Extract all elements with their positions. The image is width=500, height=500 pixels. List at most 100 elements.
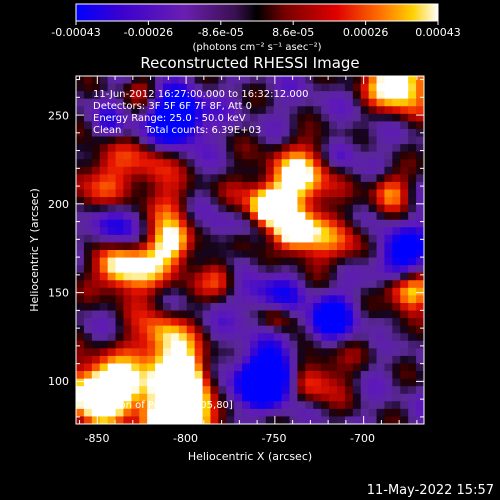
heatmap-cell	[273, 204, 283, 213]
heatmap-cell	[139, 197, 148, 206]
heatmap-cell	[178, 219, 188, 228]
heatmap-cell	[99, 363, 109, 372]
heatmap-cell	[337, 121, 346, 130]
heatmap-cell	[400, 401, 409, 410]
heatmap-cell	[155, 340, 164, 349]
heatmap-cell	[178, 386, 188, 395]
heatmap-cell	[194, 408, 204, 418]
heatmap-cell	[384, 287, 393, 296]
heatmap-cell	[155, 333, 164, 342]
heatmap-cell	[281, 295, 291, 304]
heatmap-cell	[281, 416, 291, 424]
heatmap-cell	[352, 212, 362, 221]
heatmap-cell	[392, 204, 401, 213]
heatmap-cell	[408, 242, 417, 251]
heatmap-cell	[250, 91, 259, 100]
heatmap-cell	[170, 197, 180, 206]
heatmap-cell	[194, 250, 204, 259]
heatmap-cell	[83, 340, 93, 349]
heatmap-cell	[91, 355, 101, 365]
heatmap-cell	[76, 204, 85, 213]
heatmap-cell	[178, 280, 188, 289]
heatmap-cell	[384, 197, 393, 206]
heatmap-cell	[265, 189, 275, 198]
heatmap-cell	[107, 348, 117, 357]
heatmap-cell	[376, 250, 386, 259]
heatmap-cell	[123, 234, 132, 244]
heatmap-cell	[368, 189, 378, 198]
heatmap-cell	[344, 287, 354, 296]
heatmap-cell	[218, 91, 227, 100]
heatmap-cell	[297, 242, 306, 251]
heatmap-cell	[99, 340, 109, 349]
heatmap-cell	[218, 302, 227, 312]
heatmap-cell	[155, 280, 164, 289]
heatmap-cell	[384, 166, 393, 175]
heatmap-cell	[91, 136, 101, 145]
heatmap-cell	[218, 371, 227, 380]
heatmap-cell	[210, 106, 219, 115]
heatmap-cell	[384, 355, 393, 365]
heatmap-cell	[115, 295, 125, 304]
heatmap-cell	[250, 378, 259, 387]
heatmap-cell	[210, 325, 219, 334]
heatmap-cell	[186, 318, 196, 327]
heatmap-cell	[337, 234, 346, 244]
heatmap-cell	[257, 121, 267, 130]
heatmap-cell	[242, 166, 251, 175]
heatmap-cell	[329, 128, 338, 138]
heatmap-cell	[289, 295, 299, 304]
heatmap-cell	[313, 189, 322, 198]
heatmap-cell	[226, 136, 235, 145]
heatmap-cell	[163, 98, 172, 107]
heatmap-cell	[313, 340, 322, 349]
heatmap-cell	[194, 113, 204, 122]
heatmap-cell	[250, 181, 259, 191]
heatmap-cell	[91, 234, 101, 244]
heatmap-cell	[131, 181, 140, 191]
heatmap-cell	[226, 121, 235, 130]
heatmap-cell	[273, 310, 283, 319]
heatmap-cell	[344, 371, 354, 380]
heatmap-cell	[337, 227, 346, 236]
heatmap-cell	[376, 280, 386, 289]
heatmap-cell	[91, 121, 101, 130]
heatmap-cell	[123, 151, 132, 160]
heatmap-cell	[352, 265, 362, 274]
heatmap-cell	[107, 234, 117, 244]
heatmap-cell	[242, 310, 251, 319]
heatmap-cell	[163, 272, 172, 281]
heatmap-cell	[313, 136, 322, 145]
heatmap-cell	[416, 189, 424, 198]
heatmap-cell	[376, 76, 386, 85]
heatmap-cell	[416, 295, 424, 304]
heatmap-cell	[344, 181, 354, 191]
heatmap-cell	[384, 128, 393, 138]
heatmap-cell	[305, 121, 314, 130]
heatmap-cell	[194, 371, 204, 380]
heatmap-cell	[115, 265, 125, 274]
heatmap-cell	[99, 76, 109, 85]
heatmap-cell	[376, 318, 386, 327]
heatmap-cell	[242, 348, 251, 357]
heatmap-cell	[321, 348, 330, 357]
heatmap-cell	[186, 197, 196, 206]
heatmap-cell	[408, 234, 417, 244]
heatmap-cell	[250, 257, 259, 266]
heatmap-cell	[400, 378, 409, 387]
heatmap-cell	[273, 159, 283, 168]
heatmap-cell	[210, 355, 219, 365]
heatmap-cell	[83, 378, 93, 387]
heatmap-cell	[416, 98, 424, 107]
heatmap-cell	[360, 136, 370, 145]
heatmap-cell	[289, 302, 299, 312]
heatmap-cell	[321, 295, 330, 304]
heatmap-cell	[408, 219, 417, 228]
heatmap-cell	[76, 113, 85, 122]
heatmap-cell	[218, 416, 227, 424]
heatmap-cell	[368, 144, 378, 153]
heatmap-cell	[76, 76, 85, 85]
annotation-peak-position: Position of Peak = [-805,80]	[93, 400, 233, 411]
heatmap-cell	[408, 174, 417, 183]
heatmap-cell	[155, 318, 164, 327]
